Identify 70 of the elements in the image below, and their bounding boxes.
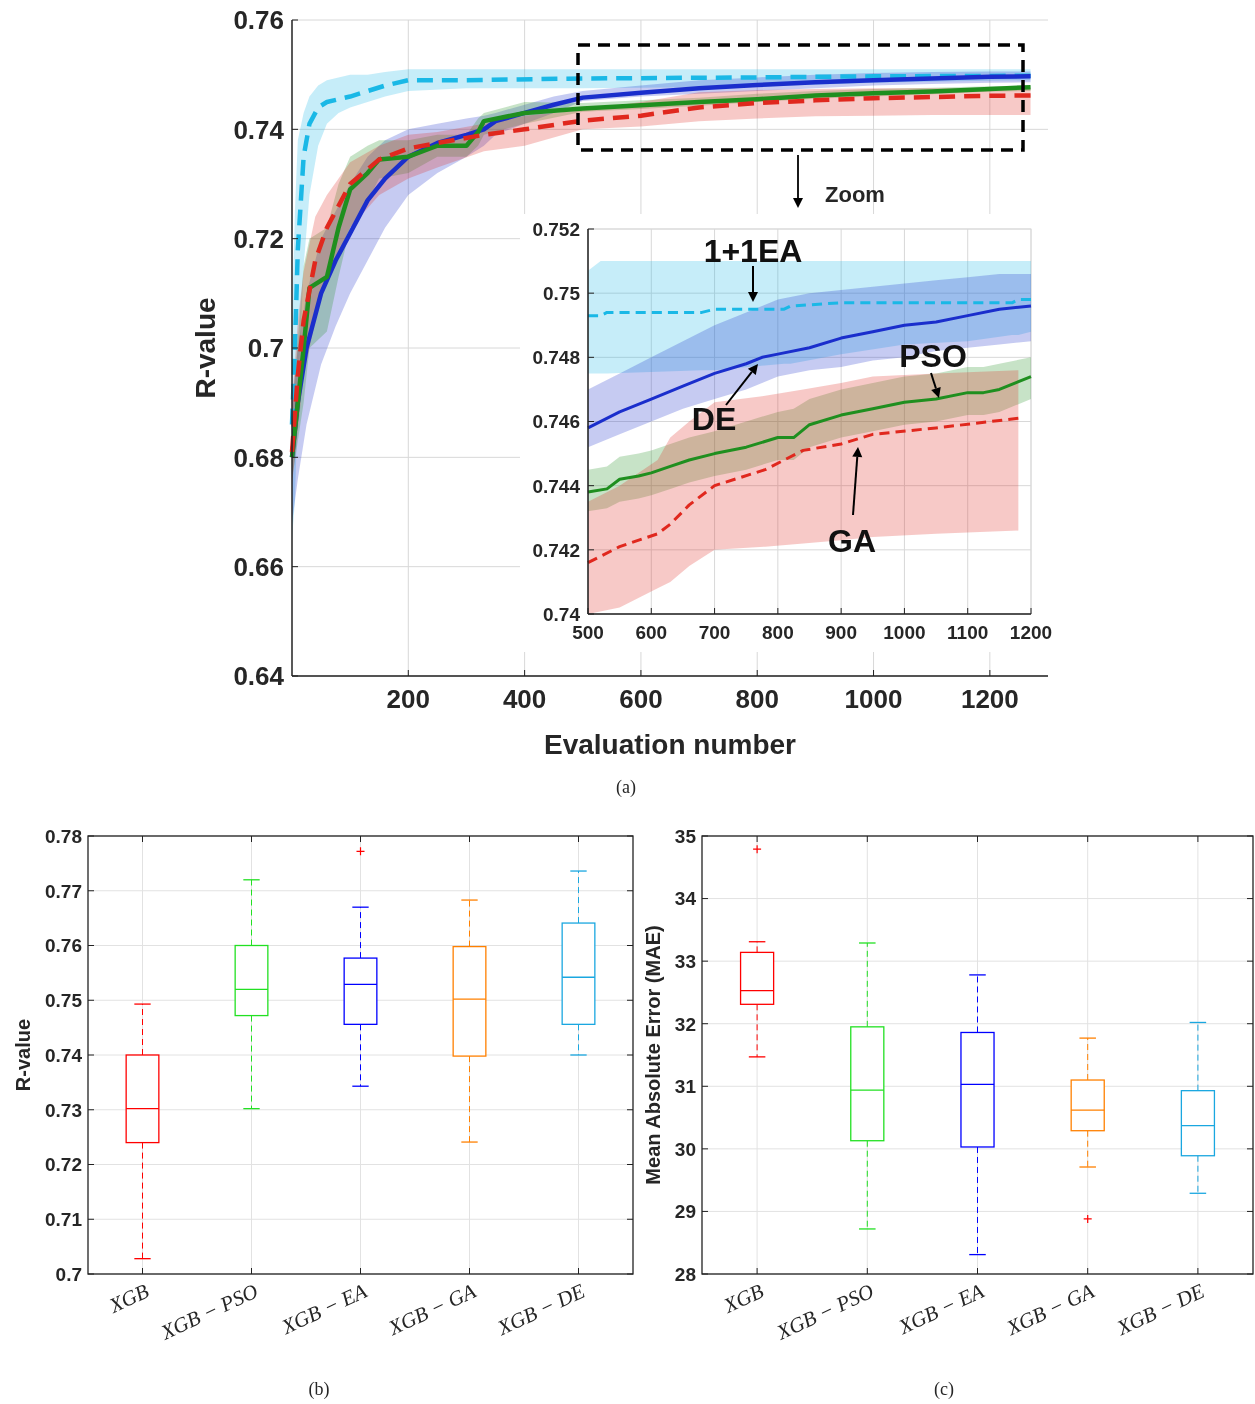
y-tick-label: 31 <box>674 1076 697 1098</box>
text: (a) <box>616 777 636 798</box>
y-tick-label: 30 <box>674 1138 696 1160</box>
y-tick-label: 0.73 <box>45 1099 82 1121</box>
line-series <box>586 304 1033 430</box>
series-label: 1+1EA <box>703 233 803 269</box>
x-tick-label: 800 <box>762 622 794 643</box>
y-axis-title: R-value <box>190 297 221 399</box>
x-tick-label: XGB − EA <box>276 1278 371 1340</box>
y-tick-label: 0.72 <box>233 224 284 255</box>
series-label: PSO <box>899 338 967 374</box>
y-tick-label: 0.76 <box>233 5 284 36</box>
y-tick-label: 0.75 <box>543 283 581 305</box>
y-tick-label: 35 <box>674 825 697 847</box>
y-tick-label: 0.74 <box>45 1044 83 1066</box>
y-tick-label: 0.77 <box>45 880 82 902</box>
y-tick-label: 0.746 <box>532 411 580 433</box>
x-tick-label: XGB − EA <box>893 1278 988 1340</box>
x-tick-label: 1200 <box>1009 622 1053 643</box>
y-axis-title: Mean Absolute Error (MAE) <box>642 925 664 1185</box>
y-tick-label: 0.64 <box>233 661 285 692</box>
y-tick-label: 32 <box>674 1013 696 1035</box>
x-tick-label: XGB − PSO <box>156 1278 262 1345</box>
y-tick-label: 0.74 <box>543 603 581 625</box>
x-tick-label: 500 <box>572 622 604 643</box>
x-tick-label: XGB − PSO <box>772 1278 878 1345</box>
x-tick-label: XGB − GA <box>383 1278 480 1341</box>
y-tick-label: 0.7 <box>55 1263 82 1285</box>
y-axis-title: R-value <box>12 1018 34 1092</box>
annotation: Zoom <box>825 182 885 207</box>
x-tick-label: 600 <box>619 684 663 714</box>
x-tick-label: 1200 <box>960 684 1019 714</box>
y-tick-label: 0.748 <box>532 347 580 369</box>
series-label: DE <box>691 401 737 437</box>
x-tick-label: XGB − DE <box>1112 1278 1209 1341</box>
y-tick-label: 29 <box>674 1201 696 1223</box>
text: (b) <box>308 1379 330 1400</box>
x-tick-label: XGB − GA <box>1002 1278 1098 1341</box>
text: GA <box>828 523 876 559</box>
x-tick-label: 800 <box>735 684 779 714</box>
line-series <box>586 298 1033 318</box>
y-tick-label: 0.744 <box>532 475 581 497</box>
y-tick-label: 28 <box>674 1263 696 1285</box>
y-tick-label: 0.75 <box>45 990 83 1012</box>
y-tick-label: 0.74 <box>233 114 285 145</box>
x-tick-label: XGB <box>104 1278 153 1319</box>
y-tick-label: 33 <box>674 950 696 972</box>
y-tick-label: 34 <box>674 888 697 910</box>
x-tick-label: 700 <box>698 622 731 643</box>
x-tick-label: 200 <box>386 684 430 714</box>
y-tick-label: 0.742 <box>532 539 580 561</box>
y-tick-label: 0.71 <box>45 1209 83 1231</box>
x-tick-label: 1000 <box>883 622 926 643</box>
x-tick-label: XGB <box>719 1278 768 1319</box>
y-tick-label: 0.66 <box>233 552 284 583</box>
text: (c) <box>934 1379 954 1400</box>
x-tick-label: 1100 <box>947 622 989 643</box>
y-tick-label: 0.72 <box>45 1154 82 1176</box>
x-tick-label: 900 <box>825 622 857 643</box>
y-tick-label: 0.7 <box>247 333 284 364</box>
y-tick-label: 0.68 <box>233 442 284 473</box>
x-tick-label: 600 <box>635 622 668 643</box>
line-series <box>586 375 1033 494</box>
y-tick-label: 0.78 <box>45 825 82 847</box>
y-tick-label: 0.76 <box>45 935 82 957</box>
y-tick-label: 0.752 <box>532 218 580 240</box>
x-tick-label: XGB − DE <box>492 1278 589 1341</box>
x-tick-label: 400 <box>502 684 547 714</box>
x-axis-title: Evaluation number <box>543 729 797 760</box>
x-tick-label: 1000 <box>844 684 903 714</box>
